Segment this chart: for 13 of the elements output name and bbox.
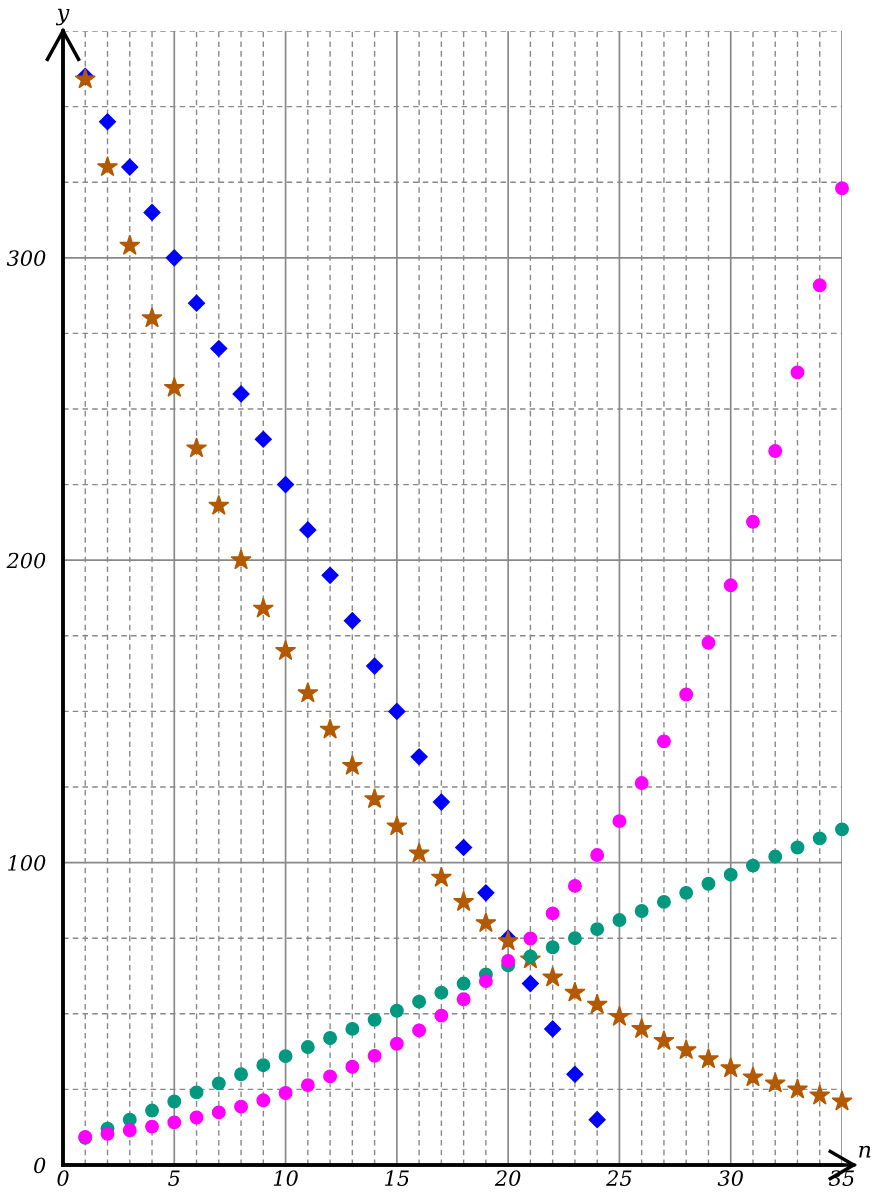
y-tick-label: 300: [6, 250, 46, 267]
x-axis-title: n: [859, 1145, 871, 1158]
x-tick-label: 0: [57, 1170, 69, 1186]
x-tick-label: 15: [385, 1170, 409, 1186]
x-tick-label: 10: [273, 1170, 298, 1186]
x-tick-label: 30: [717, 1170, 743, 1186]
x-tick-label: 25: [606, 1170, 632, 1186]
y-axis-title: y: [55, 8, 70, 26]
y-tick-label: 200: [6, 552, 46, 569]
x-tick-label: 20: [494, 1170, 521, 1186]
y-tick-label: 0: [34, 1157, 46, 1174]
x-tick-label: 5: [168, 1170, 180, 1186]
y-tick-label: 100: [8, 855, 46, 871]
